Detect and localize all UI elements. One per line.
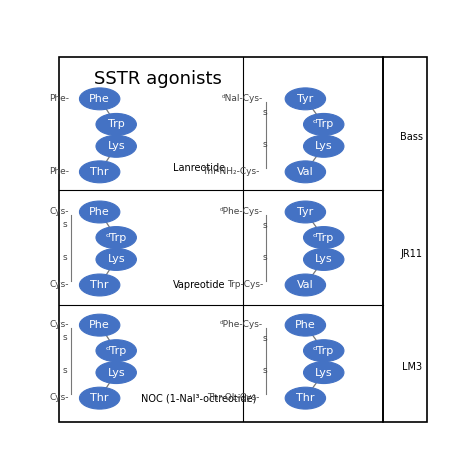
Text: Thr: Thr xyxy=(91,280,109,290)
Text: Phe: Phe xyxy=(295,320,316,330)
Text: Phe: Phe xyxy=(89,207,110,217)
Text: Lys: Lys xyxy=(108,368,125,378)
Text: Thr-NH₂-Cys-: Thr-NH₂-Cys- xyxy=(202,167,259,176)
Text: LM3: LM3 xyxy=(402,362,422,372)
Ellipse shape xyxy=(80,274,120,296)
Text: Trp: Trp xyxy=(108,119,125,129)
Text: Phe: Phe xyxy=(89,320,110,330)
Ellipse shape xyxy=(80,161,120,183)
Text: ᵈTrp: ᵈTrp xyxy=(313,119,334,129)
Ellipse shape xyxy=(80,387,120,409)
Text: s: s xyxy=(63,220,67,229)
Text: NOC (1-Nal³-octreotide): NOC (1-Nal³-octreotide) xyxy=(141,393,256,403)
Ellipse shape xyxy=(285,314,326,336)
Text: Val: Val xyxy=(297,167,314,177)
Ellipse shape xyxy=(96,136,137,157)
Text: s: s xyxy=(63,253,67,262)
Text: ᵈPhe-Cys-: ᵈPhe-Cys- xyxy=(220,207,263,216)
Text: s: s xyxy=(263,108,267,117)
Text: Thr: Thr xyxy=(91,393,109,403)
Ellipse shape xyxy=(96,227,137,248)
Text: s: s xyxy=(263,366,267,375)
Text: Vapreotide: Vapreotide xyxy=(173,280,225,290)
Ellipse shape xyxy=(96,362,137,383)
Text: Val: Val xyxy=(297,280,314,290)
Ellipse shape xyxy=(303,136,344,157)
Text: s: s xyxy=(63,333,67,342)
Text: ᵈPhe-Cys-: ᵈPhe-Cys- xyxy=(220,320,263,329)
Text: ᵈTrp: ᵈTrp xyxy=(106,346,127,356)
Text: ᵈTrp: ᵈTrp xyxy=(106,233,127,243)
Text: ᵈTrp: ᵈTrp xyxy=(313,346,334,356)
Text: Thr: Thr xyxy=(91,167,109,177)
Text: Cys-: Cys- xyxy=(50,280,69,289)
Ellipse shape xyxy=(303,340,344,362)
Ellipse shape xyxy=(285,161,326,183)
Text: Cys-: Cys- xyxy=(50,320,69,329)
Text: Tyr: Tyr xyxy=(297,94,313,104)
Ellipse shape xyxy=(80,201,120,223)
Ellipse shape xyxy=(285,387,326,409)
Ellipse shape xyxy=(96,113,137,136)
Ellipse shape xyxy=(80,88,120,110)
Ellipse shape xyxy=(303,362,344,383)
Text: Phe: Phe xyxy=(89,94,110,104)
Ellipse shape xyxy=(303,248,344,270)
Ellipse shape xyxy=(285,201,326,223)
Text: Thr: Thr xyxy=(296,393,315,403)
Text: Bass: Bass xyxy=(401,132,423,142)
Text: SSTR agonists: SSTR agonists xyxy=(94,70,222,88)
Text: Cys-: Cys- xyxy=(50,393,69,402)
Ellipse shape xyxy=(96,248,137,270)
Ellipse shape xyxy=(96,340,137,362)
Text: s: s xyxy=(63,366,67,375)
Text: Tyr: Tyr xyxy=(297,207,313,217)
Ellipse shape xyxy=(80,314,120,336)
Ellipse shape xyxy=(303,227,344,248)
Text: s: s xyxy=(263,334,267,343)
Text: ᵈNal-Cys-: ᵈNal-Cys- xyxy=(222,94,263,103)
Ellipse shape xyxy=(285,274,326,296)
Text: Cys-: Cys- xyxy=(50,207,69,216)
Ellipse shape xyxy=(303,113,344,136)
Text: Phe-: Phe- xyxy=(49,94,69,103)
Text: s: s xyxy=(263,140,267,149)
Text: Lys: Lys xyxy=(315,141,333,151)
Text: Lys: Lys xyxy=(108,255,125,264)
Ellipse shape xyxy=(285,88,326,110)
Text: s: s xyxy=(263,253,267,262)
Text: s: s xyxy=(263,221,267,230)
Text: Lanreotide: Lanreotide xyxy=(173,163,225,173)
Text: JR11: JR11 xyxy=(401,249,423,259)
Text: Trp-Cys-: Trp-Cys- xyxy=(227,280,263,289)
Text: ᵈTrp: ᵈTrp xyxy=(313,233,334,243)
Text: Lys: Lys xyxy=(108,141,125,151)
Text: Phe-: Phe- xyxy=(49,167,69,176)
Text: Lys: Lys xyxy=(315,255,333,264)
Text: Lys: Lys xyxy=(315,368,333,378)
Text: Thr-OL-Cys-: Thr-OL-Cys- xyxy=(207,393,259,402)
